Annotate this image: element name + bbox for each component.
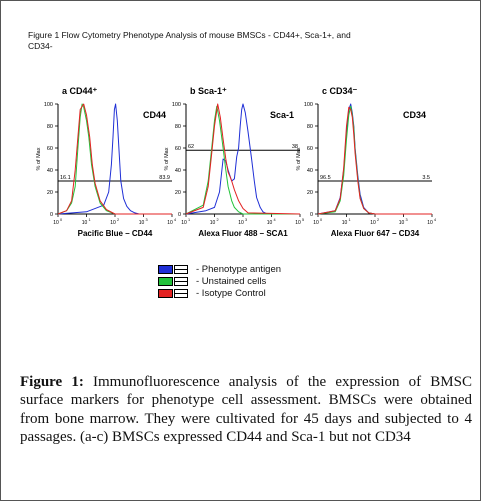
panel-marker-label: CD34 — [403, 110, 426, 120]
gate-left-value: 62 — [188, 144, 194, 150]
y-tick-label: 0 — [178, 212, 181, 218]
y-tick-label: 20 — [47, 190, 53, 196]
x-axis-label: Alexa Fluor 488 – SCA1 — [198, 229, 288, 238]
x-tick-exponent: 2 — [117, 218, 119, 222]
gate-right-value: 38 — [292, 144, 298, 150]
panel-marker-label: Sca-1 — [270, 110, 294, 120]
x-tick-label: 10 — [181, 220, 187, 226]
legend-swatch-outline — [174, 265, 188, 274]
x-tick-exponent: 3 — [245, 218, 247, 222]
series-line-isotype — [317, 106, 432, 215]
y-tick-label: 0 — [310, 212, 313, 218]
legend-swatch-outline — [174, 289, 188, 298]
series-line-isotype — [185, 103, 301, 215]
series-line-unstained — [57, 103, 172, 215]
y-tick-label: 100 — [304, 102, 313, 108]
legend-label-isotype: - Isotype Control — [196, 288, 266, 299]
series-line-unstained — [185, 105, 300, 215]
y-axis-label: % of Max — [36, 147, 42, 170]
y-tick-label: 60 — [175, 146, 181, 152]
x-tick-label: 10 — [82, 220, 88, 226]
y-tick-label: 80 — [307, 124, 313, 130]
x-tick-label: 10 — [110, 220, 116, 226]
x-tick-exponent: 1 — [349, 218, 351, 222]
x-tick-label: 10 — [295, 220, 301, 226]
x-tick-label: 10 — [167, 220, 173, 226]
x-tick-exponent: 4 — [274, 218, 276, 222]
panel-label: a CD44⁺ — [62, 86, 98, 96]
panel-marker-label: CD44 — [143, 110, 166, 120]
y-tick-label: 60 — [47, 146, 53, 152]
x-tick-label: 10 — [313, 220, 319, 226]
series-line-phenotype — [57, 103, 172, 215]
series-line-isotype — [57, 103, 172, 215]
x-tick-exponent: 2 — [217, 218, 219, 222]
y-tick-label: 100 — [172, 102, 181, 108]
x-tick-exponent: 4 — [174, 218, 176, 222]
y-tick-label: 80 — [175, 124, 181, 130]
figure-caption: Figure 1: Immunofluorescence analysis of… — [20, 373, 472, 447]
y-tick-label: 20 — [175, 190, 181, 196]
legend-swatch-phenotype — [158, 265, 173, 274]
x-tick-label: 10 — [53, 220, 59, 226]
y-tick-label: 60 — [307, 146, 313, 152]
x-tick-exponent: 4 — [434, 218, 436, 222]
panel-label: c CD34⁻ — [322, 86, 358, 96]
series-line-phenotype — [185, 103, 300, 215]
legend-swatch-isotype — [158, 289, 173, 298]
x-tick-exponent: 0 — [60, 218, 62, 222]
x-tick-exponent: 0 — [320, 218, 322, 222]
series-line-unstained — [317, 105, 432, 215]
x-tick-exponent: 5 — [302, 218, 304, 222]
x-tick-label: 10 — [267, 220, 273, 226]
x-tick-label: 10 — [427, 220, 433, 226]
gate-right-value: 83.9 — [159, 175, 170, 181]
legend-swatch-unstained — [158, 277, 173, 286]
legend-label-phenotype: - Phenotype antigen — [196, 264, 282, 275]
x-tick-exponent: 3 — [406, 218, 408, 222]
series-line-phenotype — [317, 103, 432, 215]
legend-swatch-outline — [174, 277, 188, 286]
y-tick-label: 0 — [50, 212, 53, 218]
x-tick-label: 10 — [342, 220, 348, 226]
x-tick-exponent: 1 — [188, 218, 190, 222]
x-tick-label: 10 — [399, 220, 405, 226]
y-axis-label: % of Max — [164, 147, 170, 170]
caption-text: Immunofluorescence analysis of the expre… — [20, 374, 472, 446]
gate-left-value: 96.5 — [320, 175, 331, 181]
legend-label-unstained: - Unstained cells — [196, 276, 267, 287]
caption-label: Figure 1: — [20, 374, 84, 390]
x-tick-label: 10 — [210, 220, 216, 226]
x-tick-exponent: 3 — [146, 218, 148, 222]
y-tick-label: 40 — [47, 168, 53, 174]
panel-label: b Sca-1⁺ — [190, 86, 227, 96]
gate-right-value: 3.5 — [422, 175, 430, 181]
figure-title: Figure 1 Flow Cytometry Phenotype Analys… — [28, 30, 351, 51]
x-tick-label: 10 — [370, 220, 376, 226]
x-tick-exponent: 2 — [377, 218, 379, 222]
x-tick-exponent: 1 — [89, 218, 91, 222]
y-axis-label: % of Max — [296, 147, 302, 170]
x-axis-label: Alexa Fluor 647 – CD34 — [331, 229, 420, 238]
y-tick-label: 80 — [47, 124, 53, 130]
gate-left-value: 16.1 — [60, 175, 71, 181]
y-tick-label: 40 — [175, 168, 181, 174]
x-axis-label: Pacific Blue – CD44 — [78, 229, 153, 238]
x-tick-label: 10 — [139, 220, 145, 226]
x-tick-label: 10 — [238, 220, 244, 226]
y-tick-label: 40 — [307, 168, 313, 174]
y-tick-label: 20 — [307, 190, 313, 196]
y-tick-label: 100 — [44, 102, 53, 108]
